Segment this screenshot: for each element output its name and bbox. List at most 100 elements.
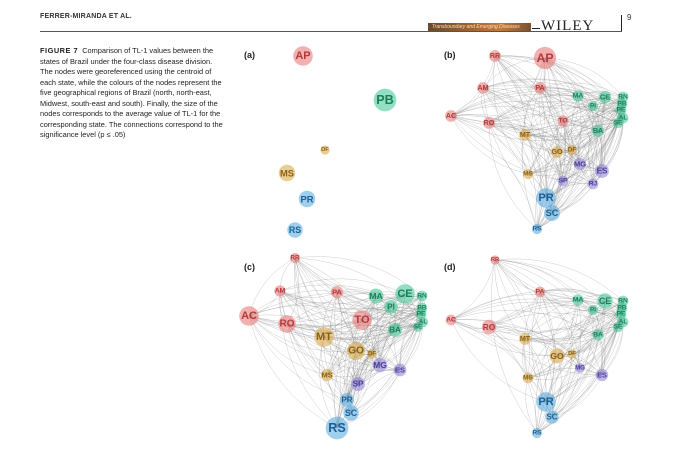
network-edge: [450, 319, 547, 403]
state-node-marker: [445, 314, 457, 326]
state-node-marker: [298, 190, 316, 208]
state-node-label: SE: [614, 324, 622, 331]
state-node-label: RO: [280, 319, 295, 330]
state-node-marker: [489, 50, 501, 62]
network-edge: [294, 257, 352, 414]
network-edge: [286, 323, 401, 371]
running-head: FERRER-MIRANDA ET AL.: [40, 13, 132, 20]
state-node: CE: [598, 90, 612, 104]
state-node-label: AC: [446, 112, 456, 120]
state-node: DF: [367, 349, 377, 359]
network-edge: [450, 115, 538, 230]
network-edge: [294, 257, 381, 366]
network-edge: [294, 257, 401, 371]
state-node: PA: [534, 82, 546, 94]
network-edge: [450, 115, 529, 175]
network-edge: [536, 117, 624, 230]
state-node-marker: [415, 308, 427, 320]
state-node: DF: [567, 349, 577, 359]
network-edge: [294, 257, 406, 295]
network-edge: [286, 313, 422, 335]
state-node-label: PR: [538, 192, 553, 204]
state-node-label: PB: [417, 305, 426, 312]
network-edge: [286, 307, 423, 333]
network-edge: [571, 300, 624, 355]
network-edge: [536, 367, 581, 434]
state-node: RO: [278, 315, 296, 333]
network-edge: [294, 257, 423, 309]
state-node-label: MA: [573, 93, 584, 100]
network-edge: [545, 122, 619, 199]
network-edge: [592, 109, 622, 185]
network-edge: [450, 115, 564, 182]
network-edge: [450, 115, 547, 199]
network-edge: [326, 329, 396, 376]
state-node-label: MS: [321, 371, 332, 380]
network-edge: [551, 299, 582, 418]
state-node: SE: [413, 322, 423, 332]
publisher-logo: WILEY: [541, 18, 595, 34]
state-node: MS: [522, 372, 534, 384]
state-node-marker: [572, 90, 584, 102]
state-node-marker: [395, 284, 415, 304]
state-node-marker: [373, 88, 397, 112]
network-edge: [535, 151, 558, 230]
network-edge: [524, 328, 599, 340]
state-node-marker: [343, 405, 359, 421]
network-edge: [524, 326, 619, 345]
state-node: GO: [549, 348, 565, 364]
state-node: CE: [395, 284, 415, 304]
network-edge: [536, 163, 581, 230]
state-node: PI: [587, 100, 599, 112]
state-node-marker: [239, 306, 259, 326]
state-node-label: SE: [414, 324, 422, 331]
state-node-marker: [573, 157, 587, 171]
state-node-label: MS: [523, 375, 533, 382]
network-edge: [524, 299, 579, 340]
state-node-marker: [598, 90, 612, 104]
network-edge: [488, 105, 624, 124]
state-node: ES: [595, 368, 609, 382]
state-node-label: RN: [618, 298, 628, 305]
page-number: 9: [627, 13, 632, 22]
state-node-label: AM: [275, 288, 286, 295]
state-node: MA: [572, 90, 584, 102]
state-node-label: AC: [446, 317, 456, 324]
network-edge: [482, 78, 606, 98]
network-edge: [527, 130, 599, 175]
state-node-marker: [490, 255, 500, 265]
state-node-label: DF: [321, 147, 329, 153]
network-edge: [294, 257, 363, 321]
state-node: PR: [298, 190, 316, 208]
state-node-marker: [597, 293, 613, 309]
network-edge: [279, 284, 422, 315]
network-edge: [494, 259, 599, 336]
state-node-label: GO: [550, 351, 564, 361]
figure-caption: FIGURE 7 Comparison of TL-1 values betwe…: [40, 46, 225, 141]
network-edge: [539, 289, 623, 309]
network-edge: [524, 134, 547, 199]
network-edge: [527, 109, 622, 175]
network-edge: [535, 299, 579, 434]
state-node-marker: [278, 164, 296, 182]
state-node-label: PR: [538, 396, 553, 408]
state-node-label: PA: [332, 288, 342, 297]
state-node-marker: [531, 223, 543, 235]
network-edge: [527, 368, 603, 379]
network-edge: [524, 313, 622, 341]
state-node-label: PE: [617, 311, 626, 318]
network-edge: [527, 117, 624, 175]
state-node-marker: [567, 349, 577, 359]
network-edge: [482, 87, 538, 230]
network-edge: [248, 290, 338, 317]
network-edge: [527, 87, 545, 175]
state-node-marker: [314, 327, 334, 347]
panel-label: (d): [444, 262, 456, 272]
network-edge: [488, 101, 594, 124]
state-node-label: PI: [590, 307, 596, 314]
state-node: SP: [351, 377, 365, 391]
network-edge: [545, 307, 623, 403]
state-node: MT: [519, 333, 531, 345]
network-edge: [286, 323, 419, 341]
state-node: TO: [352, 310, 372, 330]
